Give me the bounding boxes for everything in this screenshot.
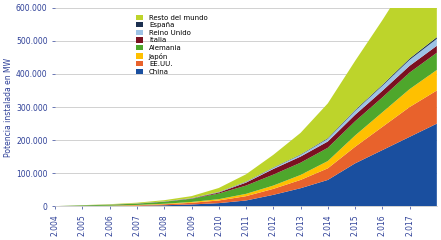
Legend: Resto del mundo, España, Reino Unido, Italia, Alemania, Japón, EE.UU., China: Resto del mundo, España, Reino Unido, It… [135, 13, 209, 76]
Y-axis label: Potencia instalada en MW: Potencia instalada en MW [4, 58, 13, 157]
